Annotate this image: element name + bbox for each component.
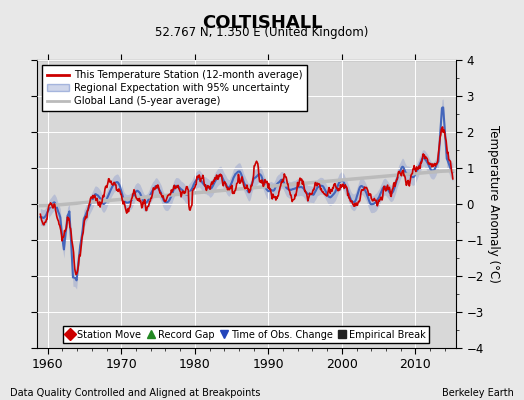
Text: Data Quality Controlled and Aligned at Breakpoints: Data Quality Controlled and Aligned at B… [10,388,261,398]
Legend: Station Move, Record Gap, Time of Obs. Change, Empirical Break: Station Move, Record Gap, Time of Obs. C… [63,326,430,343]
Text: 52.767 N, 1.350 E (United Kingdom): 52.767 N, 1.350 E (United Kingdom) [155,26,369,39]
Text: COLTISHALL: COLTISHALL [202,14,322,32]
Y-axis label: Temperature Anomaly (°C): Temperature Anomaly (°C) [487,125,500,283]
Text: Berkeley Earth: Berkeley Earth [442,388,514,398]
